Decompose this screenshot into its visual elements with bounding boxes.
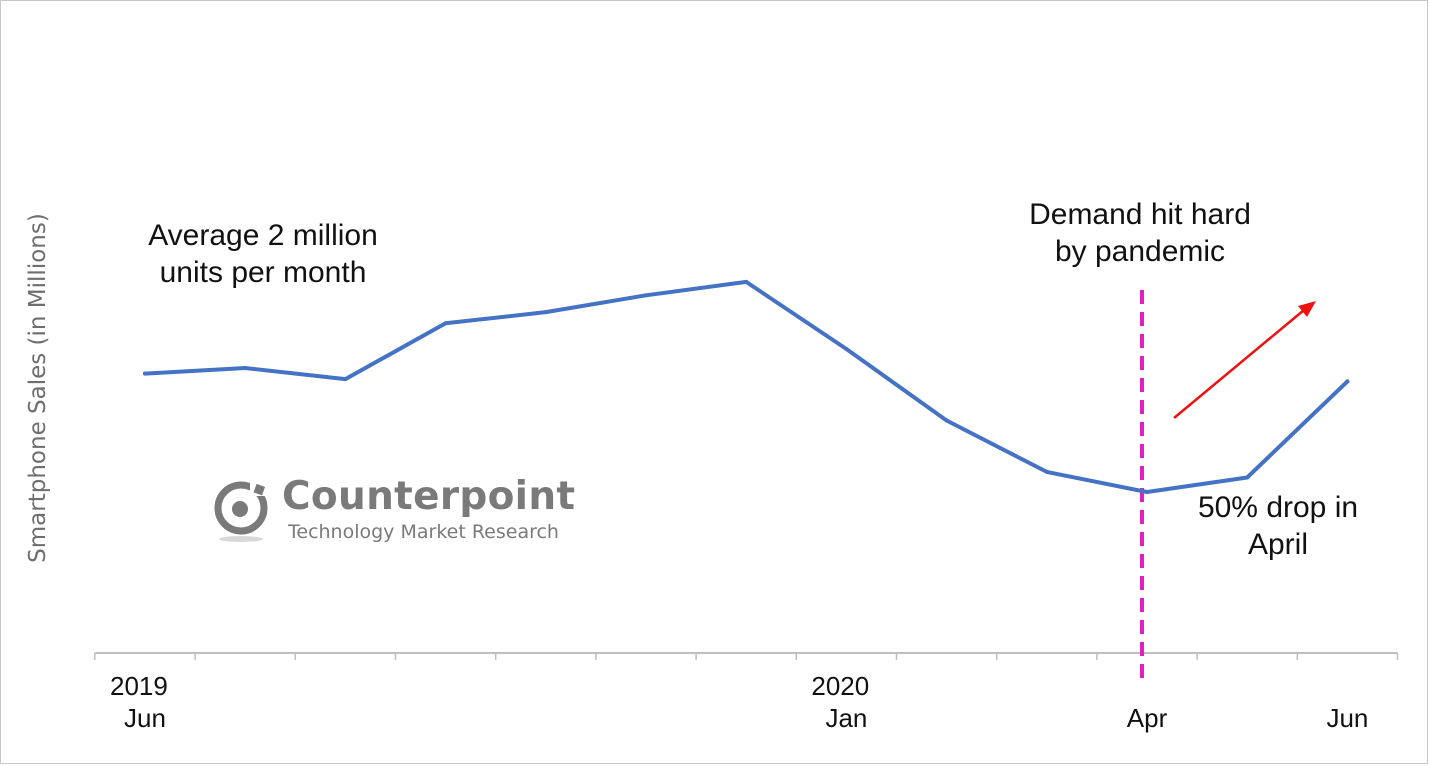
recovery-arrow <box>1173 301 1316 419</box>
series-point <box>243 365 248 370</box>
series-point <box>1044 469 1049 474</box>
series-point <box>644 293 648 298</box>
x-tick-month-label: Apr <box>1127 703 1168 733</box>
series-point <box>844 346 849 351</box>
annotation-average-line-2: units per month <box>159 256 367 289</box>
x-tick-year-label: 2019 <box>110 671 168 701</box>
series-point <box>944 418 949 423</box>
x-tick-month-label: Jun <box>124 703 166 733</box>
series-point <box>1245 475 1250 480</box>
annotation-demand: Demand hit hard by pandemic <box>1000 196 1280 270</box>
brand-name: Counterpoint <box>282 474 576 519</box>
counterpoint-logo-icon <box>214 480 268 542</box>
annotation-demand-line-1: Demand hit hard <box>1029 198 1251 231</box>
annotation-demand-line-2: by pandemic <box>1054 235 1226 268</box>
series-point <box>744 279 749 284</box>
series-point <box>1345 379 1350 384</box>
annotation-drop-line-1: 50% drop in <box>1197 491 1359 524</box>
series-point <box>1145 490 1149 495</box>
x-axis <box>94 652 1399 660</box>
counterpoint-logo: Counterpoint Technology Market Research <box>212 472 592 552</box>
brand-tagline: Technology Market Research <box>288 521 559 543</box>
annotation-drop-line-2: April <box>1247 528 1308 561</box>
series-line-0 <box>143 279 1350 494</box>
series-point <box>143 371 147 376</box>
series-point <box>443 321 448 326</box>
recovery-arrow-head <box>1298 301 1316 317</box>
x-tick-month-label: Jan <box>825 703 867 733</box>
series-point <box>343 377 348 382</box>
x-tick-month-label: Jun <box>1326 703 1368 733</box>
annotation-average: Average 2 million units per month <box>118 217 408 291</box>
annotation-average-line-1: Average 2 million <box>148 219 378 252</box>
recovery-arrow-shaft <box>1173 309 1305 419</box>
series-point <box>543 310 548 315</box>
series-layer <box>143 279 1350 495</box>
annotation-drop: 50% drop in April <box>1168 489 1388 563</box>
x-tick-year-label: 2020 <box>811 671 869 701</box>
